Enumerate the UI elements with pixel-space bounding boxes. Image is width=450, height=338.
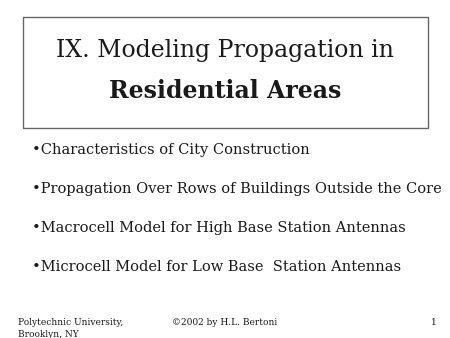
Text: •Characteristics of City Construction: •Characteristics of City Construction — [32, 143, 309, 158]
FancyBboxPatch shape — [22, 17, 427, 128]
Text: •Microcell Model for Low Base  Station Antennas: •Microcell Model for Low Base Station An… — [32, 260, 400, 274]
Text: Polytechnic University,
Brooklyn, NY: Polytechnic University, Brooklyn, NY — [18, 318, 123, 338]
Text: Residential Areas: Residential Areas — [109, 79, 341, 103]
Text: •Macrocell Model for High Base Station Antennas: •Macrocell Model for High Base Station A… — [32, 221, 405, 235]
Text: •Propagation Over Rows of Buildings Outside the Core: •Propagation Over Rows of Buildings Outs… — [32, 182, 441, 196]
Text: IX. Modeling Propagation in: IX. Modeling Propagation in — [56, 39, 394, 62]
Text: ©2002 by H.L. Bertoni: ©2002 by H.L. Bertoni — [172, 318, 278, 327]
Text: 1: 1 — [431, 318, 436, 327]
